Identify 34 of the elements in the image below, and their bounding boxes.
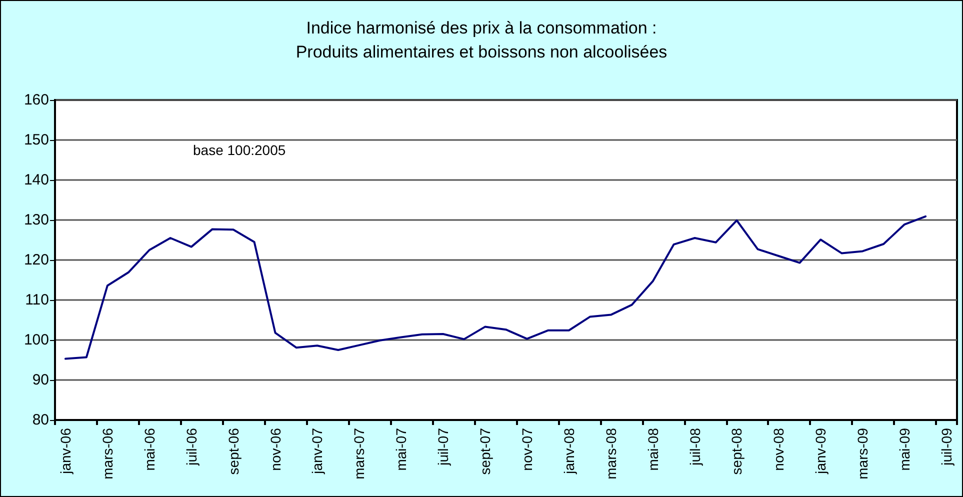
x-tick-label: nov-06 <box>267 428 284 471</box>
x-tick-label: janv-07 <box>309 428 326 475</box>
x-tick-label: janv-08 <box>560 428 577 475</box>
annotation: base 100:2005 <box>193 142 286 158</box>
x-tick-label: mai-06 <box>141 428 158 471</box>
x-tick-label: juil-08 <box>686 428 703 466</box>
chart-title: Indice harmonisé des prix à la consommation : Produits alimentaires et boissons non alcoolisées <box>296 18 668 62</box>
x-tick-label: mars-07 <box>351 428 368 480</box>
y-tick-label: 160 <box>24 92 49 108</box>
y-tick-label: 140 <box>24 172 49 188</box>
y-tick-label: 90 <box>32 372 49 388</box>
x-tick-label: mai-08 <box>644 428 661 471</box>
x-tick-label: mars-08 <box>602 428 619 480</box>
x-tick-label: mars-06 <box>99 428 116 480</box>
x-tick-label: mai-07 <box>393 428 410 471</box>
y-tick-label: 100 <box>24 332 49 348</box>
x-tick-label: juil-06 <box>183 428 200 466</box>
x-tick-label: nov-08 <box>770 428 787 471</box>
line-series <box>64 215 927 360</box>
y-tick-label: 110 <box>25 292 49 308</box>
y-tick-label: 120 <box>24 252 49 268</box>
x-tick-label: mai-09 <box>896 428 913 471</box>
x-tick-label: mars-09 <box>854 428 871 480</box>
x-tick-label: sept-07 <box>477 428 494 475</box>
x-tick-label: juil-07 <box>435 428 452 466</box>
x-tick-label: nov-07 <box>518 428 535 471</box>
x-tick-label: janv-09 <box>812 428 829 475</box>
y-tick-label: 130 <box>24 212 49 228</box>
x-tick-label: sept-06 <box>225 428 242 475</box>
y-tick-label: 80 <box>32 412 49 428</box>
x-tick-label: juil-09 <box>938 428 955 466</box>
y-tick-label: 150 <box>24 132 49 148</box>
x-tick-label: janv-06 <box>57 428 74 475</box>
x-tick-label: sept-08 <box>728 428 745 475</box>
